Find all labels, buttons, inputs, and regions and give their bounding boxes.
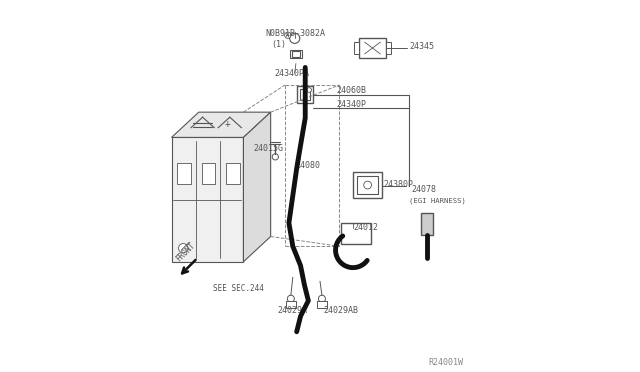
Bar bbox=[353, 172, 382, 198]
Text: (1): (1) bbox=[271, 41, 287, 49]
Circle shape bbox=[364, 181, 371, 189]
Text: 24345: 24345 bbox=[410, 42, 435, 51]
Bar bbox=[177, 163, 191, 184]
Text: 24080: 24080 bbox=[296, 161, 321, 170]
Text: N: N bbox=[286, 33, 289, 38]
Text: 24012: 24012 bbox=[353, 223, 378, 232]
Bar bbox=[421, 213, 433, 235]
Polygon shape bbox=[243, 112, 271, 262]
Circle shape bbox=[285, 32, 291, 38]
Text: 24340P: 24340P bbox=[337, 100, 366, 109]
Polygon shape bbox=[172, 137, 243, 262]
Bar bbox=[317, 301, 326, 308]
Circle shape bbox=[319, 295, 326, 302]
Text: 24380P: 24380P bbox=[383, 180, 413, 189]
Text: SEE SEC.244: SEE SEC.244 bbox=[213, 285, 264, 294]
Text: N0B91B-3082A: N0B91B-3082A bbox=[266, 29, 326, 38]
Text: 24060B: 24060B bbox=[337, 86, 366, 95]
Text: 24340PA: 24340PA bbox=[274, 69, 309, 78]
Bar bbox=[359, 38, 386, 58]
Text: 24029A: 24029A bbox=[277, 306, 307, 315]
Bar bbox=[300, 89, 310, 100]
Text: 24029AB: 24029AB bbox=[323, 306, 358, 315]
Bar bbox=[341, 223, 371, 244]
Bar bbox=[202, 163, 216, 184]
Bar bbox=[286, 301, 296, 308]
Circle shape bbox=[272, 154, 278, 160]
Circle shape bbox=[287, 295, 294, 302]
Bar bbox=[357, 176, 378, 194]
Bar bbox=[354, 42, 359, 54]
Bar bbox=[290, 49, 301, 58]
Text: 24078: 24078 bbox=[412, 185, 436, 195]
Text: R24001W: R24001W bbox=[429, 358, 464, 367]
Circle shape bbox=[290, 33, 300, 44]
Text: +: + bbox=[225, 119, 231, 129]
Bar bbox=[298, 86, 313, 103]
Bar bbox=[386, 42, 391, 54]
Polygon shape bbox=[172, 112, 271, 137]
Circle shape bbox=[307, 88, 312, 92]
Bar bbox=[292, 51, 300, 57]
Text: (EGI HARNESS): (EGI HARNESS) bbox=[410, 197, 467, 203]
Text: FRONT: FRONT bbox=[175, 241, 197, 264]
Bar bbox=[226, 163, 239, 184]
Circle shape bbox=[179, 244, 188, 253]
Text: 24015G: 24015G bbox=[254, 144, 284, 153]
